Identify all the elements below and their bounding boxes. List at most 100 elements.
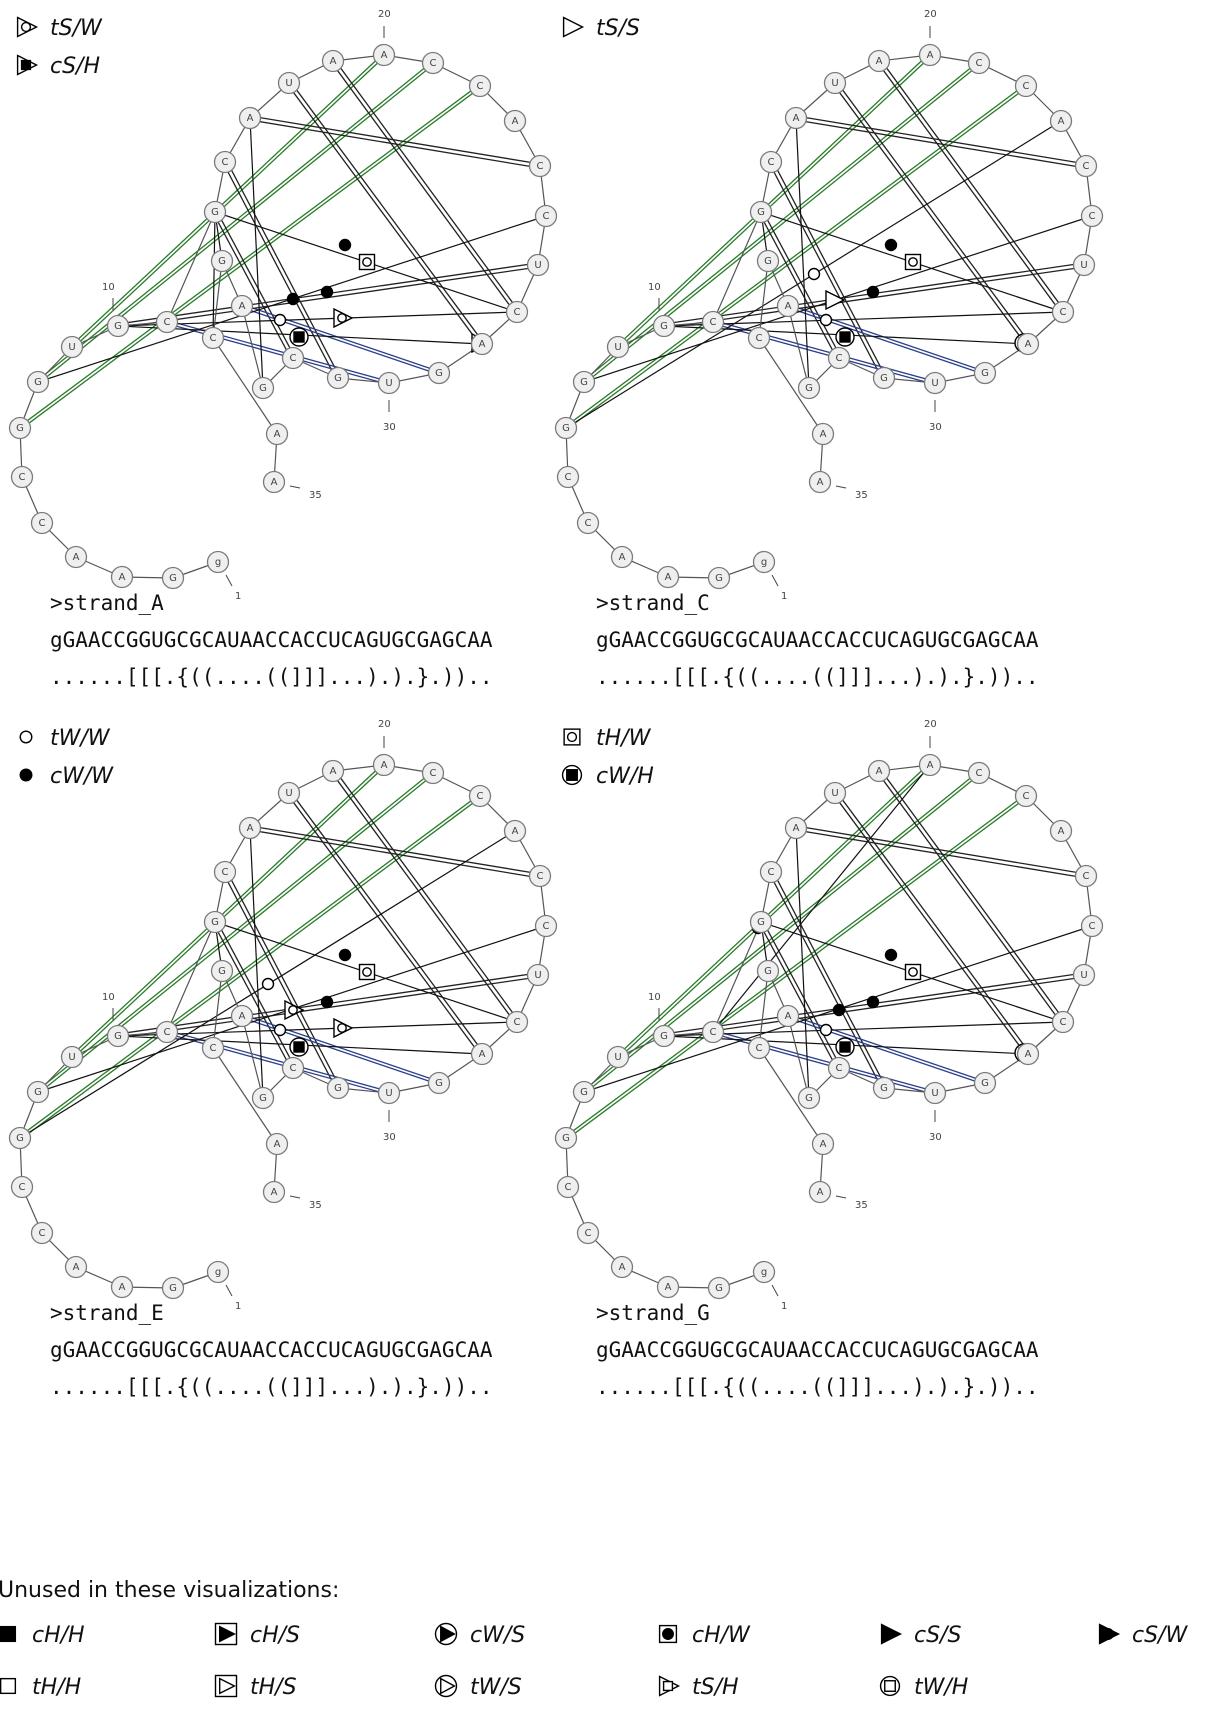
base-pair-lines: [18, 53, 547, 430]
nucleotide: A: [230, 1004, 254, 1028]
position-number: 1: [781, 1301, 787, 1312]
nucleotide: G: [872, 366, 896, 390]
svg-text:A: A: [330, 766, 337, 777]
svg-text:A: A: [119, 1282, 126, 1293]
svg-text:C: C: [222, 867, 229, 878]
nucleotide: A: [1016, 332, 1040, 356]
svg-text:C: C: [537, 871, 544, 882]
pseudoknot-pair-line: [249, 115, 541, 169]
svg-text:C: C: [164, 317, 171, 328]
svg-text:C: C: [585, 518, 592, 529]
nucleotide: C: [213, 150, 237, 174]
nucleotide: A: [110, 1275, 134, 1299]
strand-sequence: gGAACCGGUGCGCAUAACCACCUCAGUGCGAGCAA: [50, 628, 493, 652]
cw-w-symbol: [884, 948, 898, 962]
nucleotide: U: [923, 371, 947, 395]
nucleotide: G: [427, 361, 451, 385]
nucleotide: G: [8, 1126, 32, 1150]
nucleotide: G: [652, 1024, 676, 1048]
nucleotide: C: [759, 150, 783, 174]
tw-w-symbol: [273, 1023, 287, 1037]
svg-text:C: C: [430, 58, 437, 69]
svg-text:C: C: [1060, 307, 1067, 318]
strand-name: >strand_A: [50, 591, 164, 615]
panel-legend: tH/W cW/H: [561, 726, 654, 789]
tw-h-unused-icon: [879, 1675, 901, 1697]
canonical-pair-line: [616, 53, 932, 349]
cw-w-symbol: [286, 292, 300, 306]
nucleotide: C: [528, 154, 552, 178]
svg-text:A: A: [479, 339, 486, 350]
nucleotide: A: [262, 470, 286, 494]
nucleotide: A: [1016, 1042, 1040, 1066]
cw-w-symbol: [320, 285, 334, 299]
nucleotide: C: [747, 1036, 771, 1060]
nucleotide: U: [377, 1081, 401, 1105]
ts-w-symbol: [333, 1017, 354, 1039]
strand-text: >strand_C gGAACCGGUGCGCAUAACCACCUCAGUGCGA…: [596, 591, 1039, 689]
nucleotide: A: [811, 1132, 835, 1156]
nucleotide: A: [238, 816, 262, 840]
nucleotide: C: [556, 465, 580, 489]
svg-text:G: G: [562, 1133, 570, 1144]
unused-label: cH/S: [250, 1623, 300, 1648]
ts-s-legend-icon: [562, 16, 585, 38]
th-w-legend-icon: [563, 728, 581, 746]
svg-text:A: A: [239, 1011, 246, 1022]
nucleotide: C: [1014, 74, 1038, 98]
svg-text:C: C: [976, 58, 983, 69]
nucleotide: A: [503, 109, 527, 133]
svg-text:C: C: [164, 1027, 171, 1038]
nucleotide: C: [1074, 154, 1098, 178]
nucleotide: G: [203, 910, 227, 934]
svg-text:C: C: [543, 211, 550, 222]
svg-text:A: A: [1025, 1049, 1032, 1060]
svg-text:C: C: [756, 1043, 763, 1054]
nucleotide: A: [238, 106, 262, 130]
th-s-unused-icon: [214, 1674, 238, 1698]
cw-h-symbol: [289, 1037, 309, 1057]
tertiary-interaction-line: [212, 211, 216, 339]
svg-text:G: G: [34, 1087, 42, 1098]
strand-name: >strand_E: [50, 1301, 164, 1325]
strand-name: >strand_C: [596, 591, 710, 615]
nucleotide: C: [759, 860, 783, 884]
ts-w-symbol: [333, 307, 354, 329]
nucleotide: A: [503, 819, 527, 843]
nucleotide: A: [918, 753, 942, 777]
nucleotide: A: [808, 1180, 832, 1204]
nucleotide: U: [277, 71, 301, 95]
svg-text:A: A: [73, 552, 80, 563]
svg-text:A: A: [785, 1011, 792, 1022]
nucleotide: g: [752, 1260, 776, 1284]
svg-text:A: A: [665, 572, 672, 583]
nucleotide: A: [470, 1042, 494, 1066]
nucleotide: C: [201, 326, 225, 350]
svg-text:C: C: [1083, 871, 1090, 882]
nucleotide: A: [265, 422, 289, 446]
nucleotide: C: [534, 914, 558, 938]
th-w-symbol: [904, 253, 922, 271]
unused-label: cS/W: [1132, 1623, 1188, 1648]
position-number: 30: [383, 422, 396, 433]
cw-w-legend-icon: [19, 768, 33, 782]
nucleotide: A: [610, 1255, 634, 1279]
panel-strand-e: gGAACCGGUG CGCAUAACCACCUCAGUGCGAGCAA11020…: [8, 719, 558, 1399]
svg-text:G: G: [981, 368, 989, 379]
nucleotide: C: [155, 310, 179, 334]
nucleotide: U: [1072, 963, 1096, 987]
svg-text:U: U: [931, 378, 938, 389]
tw-w-symbol: [273, 313, 287, 327]
nucleotide: U: [60, 1045, 84, 1069]
position-number: 1: [235, 591, 241, 602]
nucleotide: G: [8, 416, 32, 440]
nucleotide: G: [26, 1080, 50, 1104]
nucleotide: A: [265, 1132, 289, 1156]
interaction-symbols: [273, 238, 492, 354]
svg-text:C: C: [39, 1228, 46, 1239]
svg-text:A: A: [512, 116, 519, 127]
position-number: 20: [378, 719, 391, 730]
stem-pair-line: [222, 160, 341, 380]
nucleotide: G: [210, 249, 234, 273]
canonical-pair-line: [18, 84, 482, 430]
